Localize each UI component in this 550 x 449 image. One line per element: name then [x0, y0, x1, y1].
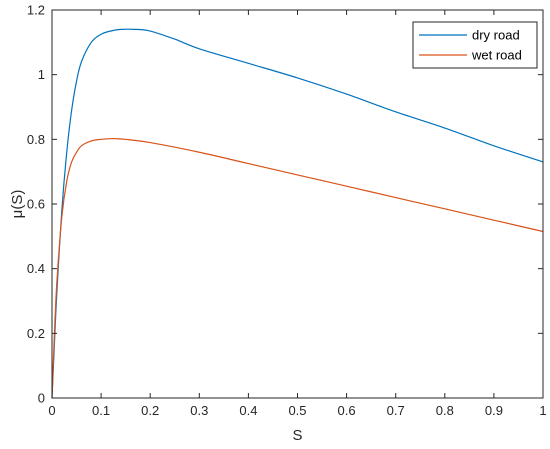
y-tick-label: 0.2 — [27, 326, 45, 341]
x-tick-label: 0.6 — [338, 403, 356, 418]
legend: dry road wet road — [412, 21, 538, 69]
x-tick-label: 0.9 — [485, 403, 503, 418]
series-line-wet-road — [51, 138, 544, 399]
y-tick-label: 1.2 — [27, 3, 45, 18]
y-tick-label: 1 — [38, 67, 45, 82]
x-tick-label: 0.1 — [92, 403, 110, 418]
x-axis-label: S — [292, 427, 302, 444]
y-tick-label: 0.8 — [27, 132, 45, 147]
y-axis-label: μ(S) — [9, 190, 26, 219]
series-layer — [51, 28, 544, 399]
plot-area — [52, 10, 543, 398]
legend-entry-label: wet road — [471, 48, 522, 63]
legend-entry-label: dry road — [472, 28, 520, 43]
x-tick-label: 0.4 — [239, 403, 257, 418]
x-tick-label: 0.5 — [288, 403, 306, 418]
x-tick-label: 0 — [48, 403, 55, 418]
series-line-dry-road — [51, 28, 544, 399]
x-tick-label: 1 — [539, 403, 546, 418]
x-tick-label: 0.7 — [387, 403, 405, 418]
x-tick-label: 0.8 — [436, 403, 454, 418]
y-tick-label: 0.6 — [27, 197, 45, 212]
y-tick-label: 0 — [38, 391, 45, 406]
ticks-layer: 0 0.1 0.2 0.3 0.4 0.5 0.6 0.7 0.8 0.9 1 0 0.2 0.4 0.6 0… — [27, 3, 547, 419]
x-tick-label: 0.3 — [190, 403, 208, 418]
x-tick-label: 0.2 — [141, 403, 159, 418]
legend-box — [412, 21, 538, 69]
y-tick-label: 0.4 — [27, 261, 45, 276]
